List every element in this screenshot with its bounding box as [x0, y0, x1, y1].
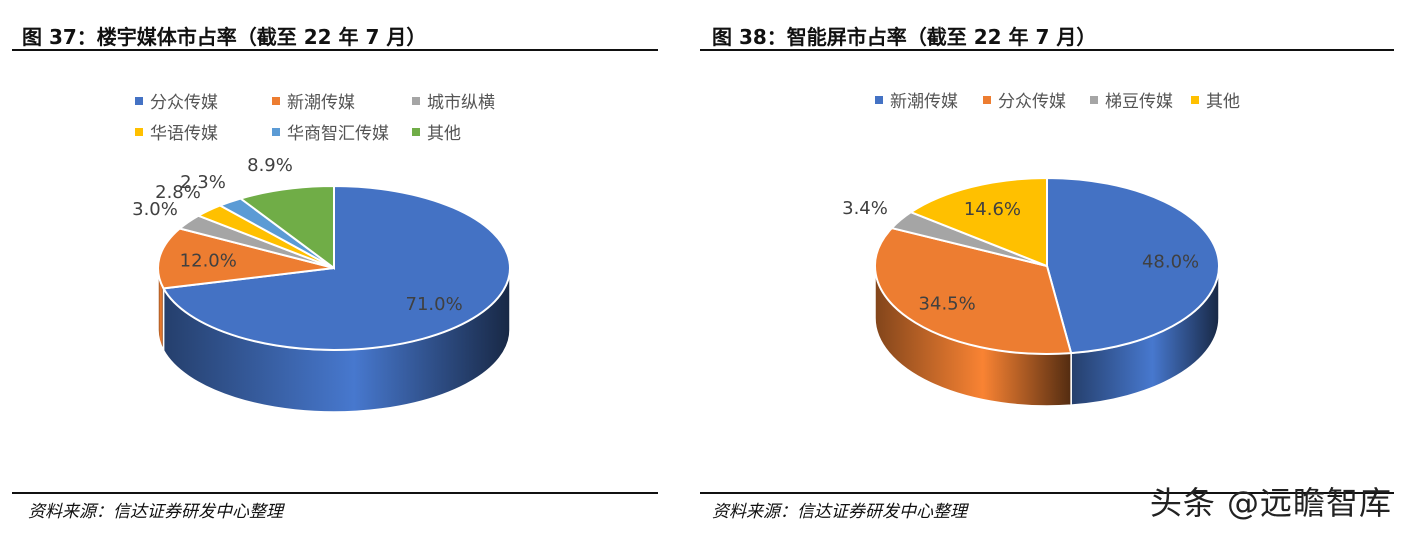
legend-swatch [983, 95, 991, 104]
source-note: 资料来源：信达证券研发中心整理 [712, 502, 967, 522]
legend-swatch [412, 96, 420, 105]
legend-item: 分众传媒 [135, 88, 218, 113]
source-divider [700, 492, 1394, 494]
watermark: 头条 @远瞻智库 [1149, 484, 1392, 522]
chart-title: 图 37：楼宇媒体市占率（截至 22 年 7 月） [22, 25, 427, 49]
pie-chart-smart-screen: 48.0% 34.5% 3.4% 14.6% [842, 176, 1220, 407]
title-divider [12, 49, 658, 51]
pie-data-label: 3.4% [842, 198, 888, 219]
legend-item: 华语传媒 [135, 119, 218, 144]
legend-label: 华商智汇传媒 [287, 124, 389, 144]
legend-label: 分众传媒 [998, 92, 1066, 112]
title-divider [700, 49, 1394, 51]
legend-swatch [412, 127, 420, 136]
legend-label: 分众传媒 [150, 93, 218, 113]
legend-item: 分众传媒 [983, 87, 1066, 112]
chart-title: 图 38：智能屏市占率（截至 22 年 7 月） [712, 25, 1097, 49]
pie-data-label: 2.8% [155, 182, 201, 203]
legend-swatch [272, 127, 280, 136]
pie-slice [874, 226, 1073, 355]
source-divider [12, 492, 658, 494]
legend-item: 华商智汇传媒 [272, 119, 389, 144]
legend-swatch [1191, 95, 1199, 104]
pie-slice [238, 184, 335, 270]
pie-slice [1046, 176, 1220, 355]
legend-label: 城市纵横 [427, 93, 495, 113]
legend-item: 新潮传媒 [875, 87, 958, 112]
legend-label: 梯豆传媒 [1105, 92, 1173, 112]
legend-item: 其他 [1191, 87, 1240, 112]
pie-data-label: 34.5% [919, 293, 976, 314]
legend-swatch [875, 95, 883, 104]
legend-swatch [135, 96, 143, 105]
source-note: 资料来源：信达证券研发中心整理 [28, 502, 283, 522]
legend-label: 新潮传媒 [287, 93, 355, 113]
legend-label: 其他 [1206, 92, 1240, 112]
legend-label: 新潮传媒 [890, 92, 958, 112]
pie-data-label: 8.9% [247, 155, 293, 176]
pie-slice [908, 176, 1048, 268]
chart-panel-smart-screen: 图 38：智能屏市占率（截至 22 年 7 月） 新潮传媒 分众传媒 梯豆传媒 其他 … [700, 0, 1400, 535]
legend-label: 其他 [427, 124, 461, 144]
pie-data-label: 48.0% [1142, 252, 1199, 273]
legend-item: 新潮传媒 [272, 88, 355, 113]
legend-swatch [135, 127, 143, 136]
legend-swatch [1090, 95, 1098, 104]
legend-item: 城市纵横 [412, 88, 495, 113]
legend-label: 华语传媒 [150, 124, 218, 144]
pie-slice [157, 227, 335, 290]
pie-data-label: 12.0% [180, 251, 237, 272]
pie-data-label: 3.0% [132, 199, 178, 220]
pie-chart-building-media: 71.0% 12.0% 3.0%2.8%2.3% 8.9% [132, 155, 511, 413]
pie-slice [161, 184, 511, 351]
pie-data-label: 14.6% [964, 199, 1021, 220]
pie-data-label: 71.0% [406, 294, 463, 315]
legend-item: 梯豆传媒 [1090, 87, 1173, 112]
legend-item: 其他 [412, 119, 461, 144]
legend-swatch [272, 96, 280, 105]
chart-panel-building-media: 图 37：楼宇媒体市占率（截至 22 年 7 月） 分众传媒 新潮传媒 城市纵横华语… [0, 0, 660, 535]
pie-data-label: 2.3% [180, 172, 226, 193]
